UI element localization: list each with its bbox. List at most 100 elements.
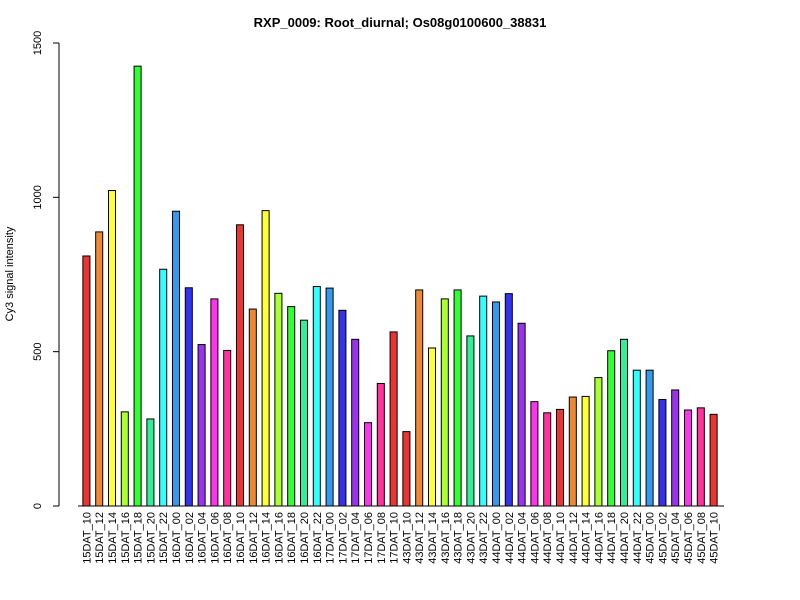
x-tick-label: 17DAT_00 (325, 512, 337, 564)
x-tick-label: 17DAT_08 (376, 512, 388, 564)
x-tick-label: 44DAT_02 (504, 512, 516, 564)
bar-15DAT_16 (120, 411, 129, 507)
y-tick-label: 0 (32, 503, 44, 509)
bar-45DAT_04 (671, 389, 680, 507)
bar-17DAT_10 (389, 331, 398, 507)
x-tick-label: 43DAT_22 (478, 512, 490, 564)
x-tick-label: 45DAT_04 (670, 512, 682, 564)
x-tick-label: 44DAT_18 (606, 512, 618, 564)
x-tick-label: 17DAT_06 (363, 512, 375, 564)
x-tick-label: 16DAT_08 (222, 512, 234, 564)
bar-44DAT_06 (530, 401, 539, 507)
x-tick-label: 16DAT_20 (299, 512, 311, 564)
bar-16DAT_00 (171, 210, 181, 507)
x-tick-label: 45DAT_00 (645, 512, 657, 564)
bar-16DAT_14 (261, 210, 270, 507)
bar-45DAT_10 (709, 413, 718, 507)
bar-45DAT_02 (658, 399, 667, 507)
bar-45DAT_00 (645, 369, 654, 507)
x-tick-label: 43DAT_16 (440, 512, 452, 564)
x-tick-label: 15DAT_10 (81, 512, 93, 564)
bar-44DAT_18 (607, 350, 616, 507)
bar-17DAT_02 (338, 309, 347, 507)
bar-16DAT_12 (248, 308, 257, 507)
x-tick-label: 44DAT_14 (581, 512, 593, 564)
x-tick-label: 15DAT_12 (94, 512, 106, 564)
bar-15DAT_20 (146, 418, 155, 507)
bar-17DAT_06 (363, 422, 373, 507)
x-tick-label: 43DAT_14 (427, 512, 439, 564)
x-tick-label: 43DAT_10 (401, 512, 413, 564)
bar-16DAT_16 (274, 292, 283, 507)
x-tick-label: 16DAT_00 (171, 512, 183, 564)
bar-16DAT_20 (299, 319, 309, 507)
bar-44DAT_12 (568, 396, 577, 507)
y-axis-label: Cy3 signal intensity (4, 226, 16, 321)
bar-44DAT_04 (517, 322, 526, 507)
bar-44DAT_22 (632, 369, 641, 507)
x-tick-label: 16DAT_12 (248, 512, 260, 564)
x-tick-label: 16DAT_02 (184, 512, 196, 564)
bar-43DAT_10 (402, 431, 411, 507)
bar-45DAT_08 (696, 407, 705, 507)
bar-17DAT_00 (325, 287, 334, 507)
bar-15DAT_12 (95, 231, 104, 507)
y-tick-label: 1000 (32, 185, 44, 209)
bar-16DAT_10 (235, 224, 245, 507)
x-tick-label: 44DAT_20 (619, 512, 631, 564)
bar-44DAT_08 (543, 412, 552, 507)
y-tick-label: 1500 (32, 31, 44, 55)
x-axis-labels: 15DAT_10 15DAT_12 15DAT_14 15DAT_16 15DAT_18… (81, 512, 720, 564)
x-tick-label: 44DAT_10 (555, 512, 567, 564)
bar-44DAT_02 (504, 293, 513, 507)
bar-43DAT_14 (427, 347, 437, 507)
x-tick-label: 17DAT_02 (337, 512, 349, 564)
x-tick-label: 15DAT_14 (107, 512, 119, 564)
bar-17DAT_04 (351, 338, 360, 507)
y-tick-label: 500 (32, 342, 44, 360)
bar-15DAT_10 (82, 255, 91, 507)
bar-44DAT_16 (594, 377, 603, 507)
bars (78, 65, 724, 507)
x-tick-label: 16DAT_06 (209, 512, 221, 564)
x-tick-label: 43DAT_20 (465, 512, 477, 564)
bar-17DAT_08 (376, 382, 385, 507)
x-tick-label: 45DAT_08 (696, 512, 708, 564)
bar-15DAT_14 (107, 190, 117, 507)
bar-43DAT_22 (479, 295, 488, 507)
x-tick-label: 15DAT_22 (158, 512, 170, 564)
bar-16DAT_08 (223, 349, 232, 507)
x-tick-label: 44DAT_22 (632, 512, 644, 564)
bar-43DAT_16 (440, 298, 449, 507)
x-tick-label: 16DAT_18 (286, 512, 298, 564)
bar-43DAT_18 (453, 289, 462, 507)
bar-45DAT_06 (683, 409, 693, 507)
x-tick-label: 15DAT_16 (120, 512, 132, 564)
x-tick-label: 16DAT_16 (273, 512, 285, 564)
chart-title: RXP_0009: Root_diurnal; Os08g0100600_388… (254, 15, 547, 30)
bar-43DAT_12 (415, 289, 424, 507)
x-tick-label: 44DAT_06 (529, 512, 541, 564)
x-tick-label: 15DAT_18 (133, 512, 145, 564)
x-tick-label: 16DAT_22 (312, 512, 324, 564)
x-tick-label: 45DAT_06 (683, 512, 695, 564)
bar-44DAT_10 (555, 408, 565, 507)
bar-15DAT_18 (133, 65, 142, 507)
y-axis: 0 500 1000 1500 (32, 31, 60, 509)
x-tick-label: 16DAT_04 (197, 512, 209, 564)
bar-16DAT_22 (312, 286, 321, 507)
x-tick-label: 17DAT_10 (389, 512, 401, 564)
bar-15DAT_22 (159, 268, 168, 507)
x-tick-label: 44DAT_00 (491, 512, 503, 564)
bar-16DAT_18 (287, 306, 296, 507)
x-tick-label: 44DAT_16 (593, 512, 605, 564)
x-tick-label: 17DAT_04 (350, 512, 362, 564)
bar-16DAT_02 (184, 287, 193, 507)
x-tick-label: 43DAT_18 (453, 512, 465, 564)
bar-44DAT_00 (491, 301, 501, 507)
x-tick-label: 44DAT_08 (542, 512, 554, 564)
bar-44DAT_20 (619, 338, 629, 507)
x-tick-label: 16DAT_14 (261, 512, 273, 564)
bar-16DAT_04 (197, 344, 206, 507)
